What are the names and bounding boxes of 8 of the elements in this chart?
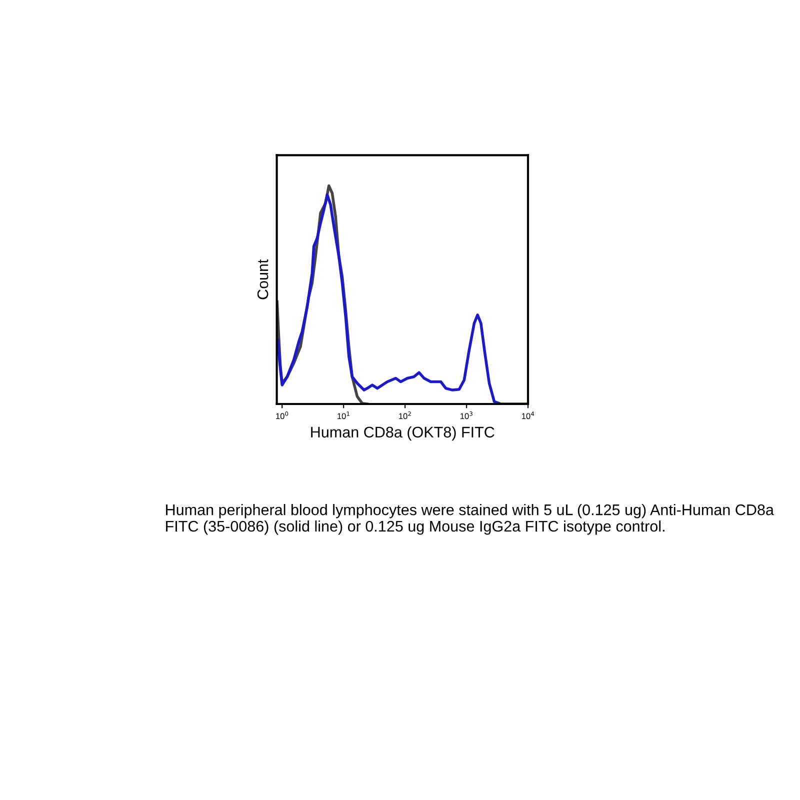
x-tick-label: 10$^{4}$ (522, 412, 534, 420)
x-tick-label: 10$^{2}$ (399, 411, 411, 420)
y-axis-title: Count (257, 259, 268, 300)
x-tick-label: 10$^{3}$ (460, 411, 472, 420)
x-axis-title: Human CD8a (OKT8) FITC (311, 426, 494, 441)
x-tick-label: 10$^{1}$ (338, 412, 350, 420)
text: Human peripheral blood lymphocytes were stained with 5 uL (0.125 ug) Anti-Human CD8a FITC (35-0086) (solid line) or 0.125 ug Mouse IgG2a FITC isotype control. (166, 504, 774, 535)
x-tick-label: 10$^{0}$ (276, 411, 288, 420)
